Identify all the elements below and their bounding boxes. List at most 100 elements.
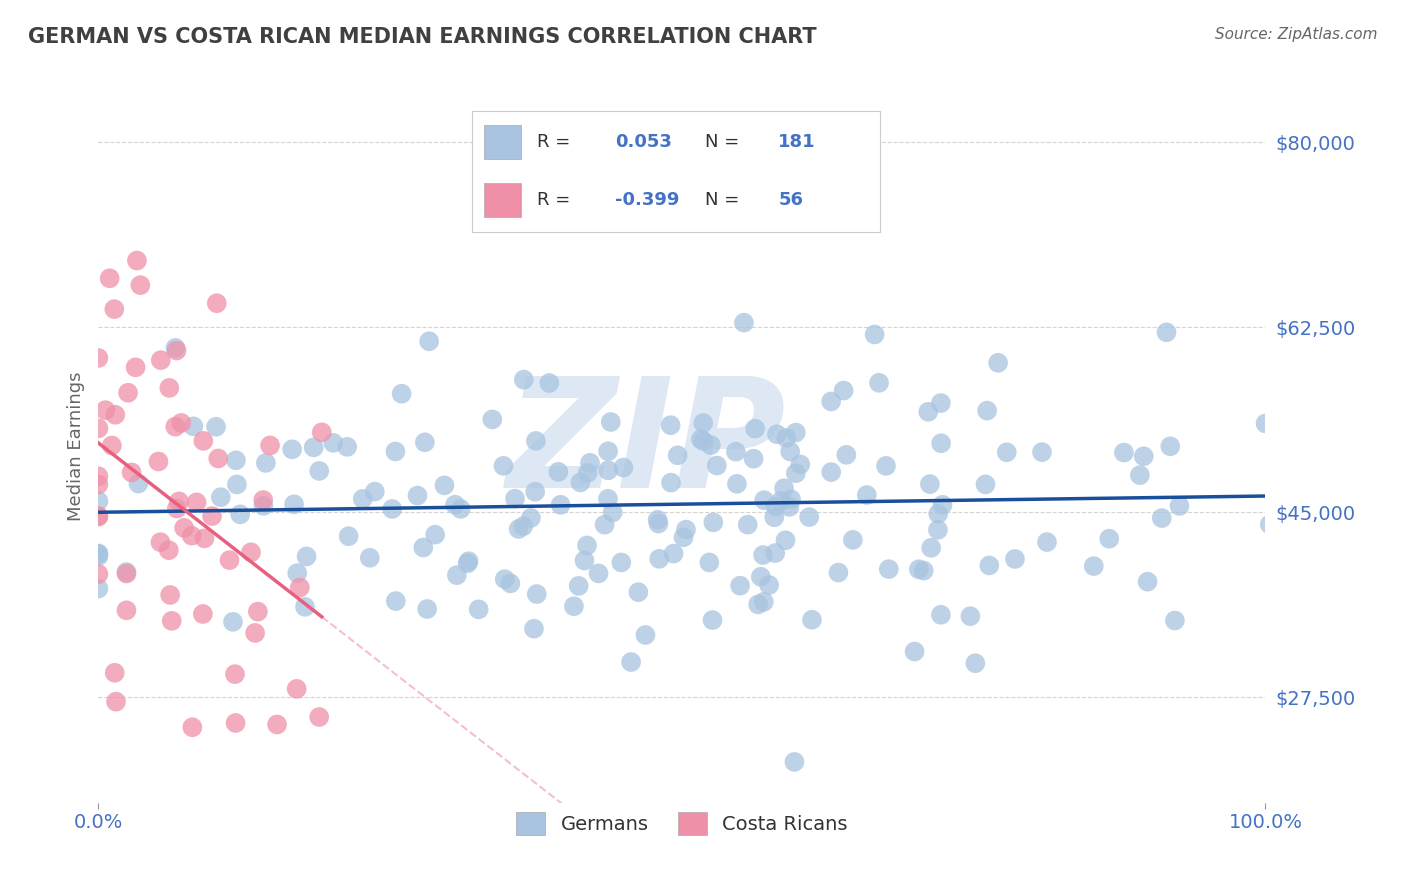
Point bbox=[599, 415, 621, 429]
Point bbox=[752, 548, 775, 562]
Text: GERMAN VS COSTA RICAN MEDIAN EARNINGS CORRELATION CHART: GERMAN VS COSTA RICAN MEDIAN EARNINGS CO… bbox=[28, 27, 817, 46]
Point bbox=[1313, 447, 1336, 461]
Point bbox=[494, 572, 516, 586]
Point bbox=[181, 419, 204, 434]
Point bbox=[157, 381, 180, 395]
Point bbox=[1004, 552, 1026, 566]
Point bbox=[785, 466, 807, 480]
Point bbox=[979, 558, 1001, 573]
Point bbox=[170, 416, 193, 430]
Point bbox=[481, 197, 503, 211]
Point bbox=[765, 500, 787, 514]
Point bbox=[193, 532, 215, 546]
Point bbox=[492, 458, 515, 473]
Point bbox=[103, 302, 125, 317]
Point bbox=[875, 458, 897, 473]
Point bbox=[512, 519, 534, 533]
Point bbox=[446, 568, 468, 582]
Point bbox=[359, 550, 381, 565]
Point bbox=[117, 385, 139, 400]
Point bbox=[207, 451, 229, 466]
Point bbox=[931, 498, 953, 512]
Point bbox=[1258, 517, 1281, 532]
Point bbox=[785, 425, 807, 440]
Point bbox=[733, 316, 755, 330]
Point bbox=[744, 421, 766, 435]
Point bbox=[699, 556, 721, 570]
Point bbox=[627, 585, 650, 599]
Point bbox=[87, 582, 110, 596]
Point bbox=[675, 523, 697, 537]
Point bbox=[94, 403, 117, 417]
Point bbox=[384, 444, 406, 458]
Point bbox=[337, 529, 360, 543]
Point bbox=[444, 498, 467, 512]
Point bbox=[308, 710, 330, 724]
Point bbox=[148, 454, 170, 468]
Point bbox=[457, 554, 479, 568]
Legend: Germans, Costa Ricans: Germans, Costa Ricans bbox=[508, 804, 856, 843]
Point bbox=[201, 509, 224, 524]
Point bbox=[308, 464, 330, 478]
Point bbox=[104, 408, 127, 422]
Point bbox=[1254, 417, 1277, 431]
Point bbox=[523, 622, 546, 636]
Point bbox=[749, 570, 772, 584]
Point bbox=[252, 493, 274, 508]
Point bbox=[281, 442, 304, 457]
Point bbox=[775, 533, 797, 548]
Point bbox=[550, 498, 572, 512]
Text: Source: ZipAtlas.com: Source: ZipAtlas.com bbox=[1215, 27, 1378, 42]
Point bbox=[754, 493, 776, 508]
Point bbox=[742, 451, 765, 466]
Point bbox=[412, 541, 434, 555]
Point bbox=[662, 547, 685, 561]
Point bbox=[648, 551, 671, 566]
Point bbox=[254, 456, 277, 470]
Point bbox=[423, 527, 446, 541]
Point bbox=[1098, 532, 1121, 546]
Point bbox=[974, 477, 997, 491]
Point bbox=[450, 502, 472, 516]
Point bbox=[918, 477, 941, 491]
Point bbox=[929, 607, 952, 622]
Point bbox=[842, 533, 865, 547]
Point bbox=[856, 488, 879, 502]
Point bbox=[569, 475, 592, 490]
Point bbox=[391, 386, 413, 401]
Point bbox=[596, 491, 619, 506]
Point bbox=[87, 421, 110, 435]
Point bbox=[193, 434, 215, 448]
Point bbox=[835, 448, 858, 462]
Point bbox=[783, 755, 806, 769]
Point bbox=[127, 476, 149, 491]
Point bbox=[763, 510, 786, 524]
Point bbox=[562, 599, 585, 614]
Point bbox=[766, 427, 789, 442]
Point bbox=[524, 484, 547, 499]
Point bbox=[87, 469, 110, 483]
Point bbox=[243, 626, 266, 640]
Point bbox=[672, 530, 695, 544]
Point bbox=[920, 541, 942, 555]
Point bbox=[868, 376, 890, 390]
Point bbox=[295, 549, 318, 564]
Text: ZIP: ZIP bbox=[508, 371, 787, 521]
Point bbox=[336, 440, 359, 454]
Point bbox=[929, 436, 952, 450]
Point bbox=[602, 505, 624, 519]
Point bbox=[191, 607, 214, 621]
Point bbox=[647, 516, 669, 531]
Point bbox=[927, 507, 949, 521]
Point bbox=[827, 566, 849, 580]
Point bbox=[165, 341, 187, 355]
Point bbox=[1036, 535, 1059, 549]
Point bbox=[1168, 499, 1191, 513]
Point bbox=[547, 465, 569, 479]
Point bbox=[779, 444, 801, 458]
Point bbox=[763, 546, 786, 560]
Point bbox=[503, 491, 526, 506]
Point bbox=[1313, 461, 1336, 475]
Point bbox=[124, 360, 146, 375]
Point bbox=[87, 547, 110, 561]
